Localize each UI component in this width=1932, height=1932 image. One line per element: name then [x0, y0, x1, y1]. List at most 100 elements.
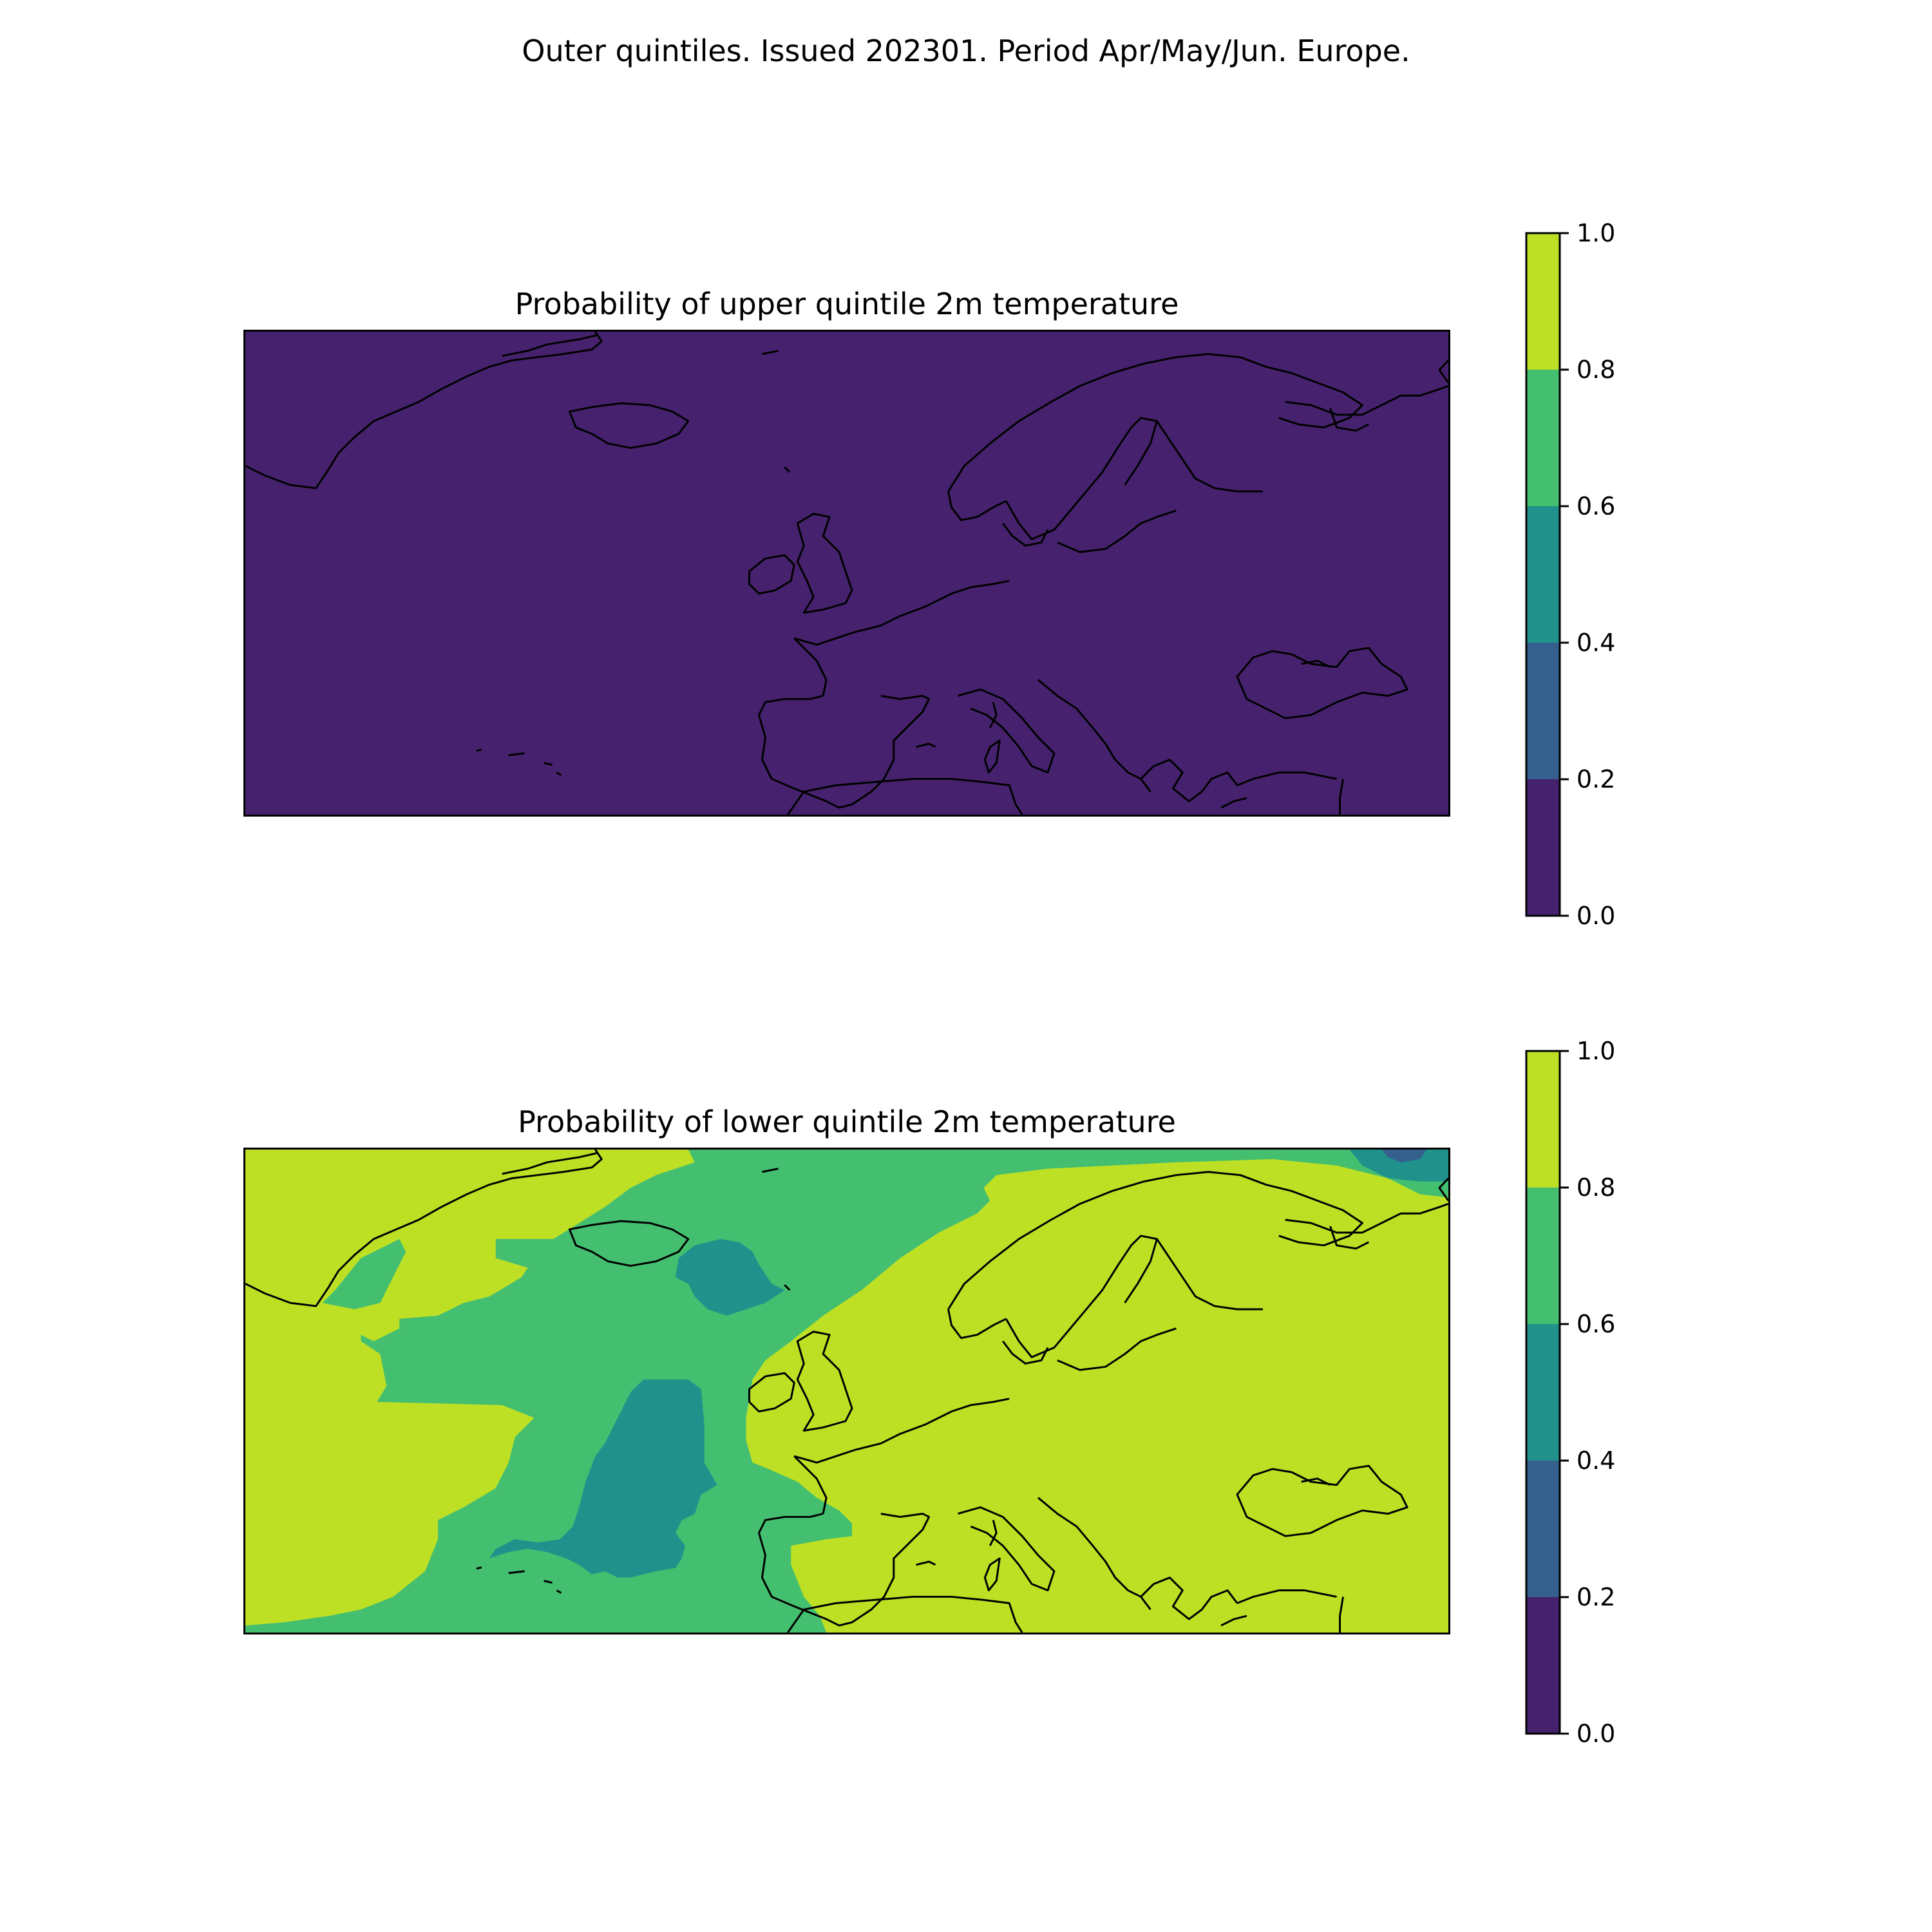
france-west-coast: [793, 638, 828, 696]
lower-panel-title: Probability of lower quintile 2m tempera…: [518, 1104, 1176, 1139]
baltic-south-coast: [1057, 1327, 1177, 1371]
upper-cbar-level-0.0-0.2: [1526, 779, 1560, 916]
lower-cbar-tick-label: 0.8: [1577, 1173, 1615, 1202]
upper-cbar-frame: [1525, 232, 1561, 917]
upper-quintile-map: [243, 330, 1450, 817]
crimea: [1301, 659, 1331, 668]
scandinavia-coast: [947, 353, 1363, 492]
sweden-east-coast: [1005, 417, 1158, 540]
upper-cbar-tick-label: 0.2: [1577, 765, 1615, 793]
denmark: [1002, 1340, 1049, 1365]
white-sea: [1329, 1226, 1370, 1250]
iceland-coast: [568, 402, 690, 450]
upper-cbar-tick-label: 0.4: [1577, 629, 1615, 657]
lower-cbar-level-0.6-0.8: [1526, 1188, 1560, 1324]
norway-south-coast: [947, 491, 1007, 522]
lower-field-0.4-0.6-mid-atlantic: [489, 1379, 717, 1578]
lower-cbar-tick-label: 1.0: [1577, 1037, 1615, 1065]
denmark: [1002, 522, 1049, 547]
lower-cbar-tick-label: 0.2: [1577, 1583, 1615, 1611]
turkey-coast: [1236, 1589, 1337, 1604]
north-africa-coast: [787, 777, 1023, 815]
lower-field-0.6-0.8: [245, 1150, 1448, 1633]
upper-colorbar: 1.0 0.8 0.6 0.4 0.2 0.0: [1525, 219, 1615, 930]
italy: [958, 688, 1056, 774]
upper-cbar-tick-label: 0.8: [1577, 355, 1615, 384]
greenland-coast-top: [502, 1151, 599, 1175]
balkans-adriatic: [1037, 1497, 1151, 1611]
turkey-coast: [1236, 772, 1337, 786]
ireland: [748, 554, 795, 595]
kola-coast: [1285, 1202, 1448, 1234]
ne-edge-coast: [1438, 1177, 1448, 1202]
balearic: [916, 1560, 936, 1566]
greece-aegean: [1140, 759, 1238, 802]
lower-cbar-level-0.2-0.4: [1526, 1461, 1560, 1597]
finland-coast: [1156, 421, 1263, 493]
lower-field-0.2-0.4: [1381, 1150, 1427, 1162]
france-biscay-coast: [793, 580, 1010, 646]
norway-south-coast: [947, 1309, 1007, 1340]
france-biscay-coast: [793, 1397, 1010, 1464]
lower-colorbar: 1.0 0.8 0.6 0.4 0.2 0.0: [1525, 1037, 1615, 1748]
great-britain: [796, 513, 853, 614]
upper-cbar-tick-label: 0.6: [1577, 492, 1615, 520]
east-med: [1339, 1596, 1344, 1633]
lower-field-0.4-0.6: [1349, 1150, 1448, 1182]
upper-cbar-level-0.2-0.4: [1526, 643, 1560, 779]
iberia-coast: [757, 1512, 931, 1627]
lower-field-0.6-0.8-sliver: [706, 1590, 712, 1611]
corsica-sardinia: [983, 1520, 1001, 1592]
faroe: [784, 466, 791, 473]
svalbard-fragment: [762, 350, 779, 355]
lower-cbar-tick-label: 0.4: [1577, 1446, 1615, 1475]
great-britain: [796, 1331, 853, 1432]
kola-coast: [1285, 384, 1448, 416]
north-africa-coast: [787, 1595, 1023, 1633]
iceland-coast: [568, 1220, 690, 1267]
baltic-south-coast: [1057, 509, 1177, 553]
lower-cbar-tick-label: 0.6: [1577, 1310, 1615, 1338]
svalbard-fragment: [762, 1168, 779, 1173]
figure-suptitle: Outer quintiles. Issued 202301. Period A…: [522, 33, 1410, 68]
france-west-coast: [793, 1455, 828, 1514]
upper-cbar-level-0.8-1.0: [1526, 233, 1560, 370]
italy: [958, 1506, 1056, 1592]
lower-quintile-map: [243, 1148, 1450, 1634]
sweden-east-coast: [1005, 1235, 1158, 1358]
balkans-adriatic: [1037, 679, 1151, 793]
lower-cbar-level-0.0-0.2: [1526, 1597, 1560, 1734]
lower-cbar-level-0.4-0.6: [1526, 1324, 1560, 1461]
upper-cbar-tick-label: 1.0: [1577, 219, 1615, 247]
upper-coastlines: [245, 332, 1448, 815]
lower-field-0.4-0.6-ne-iceland: [675, 1238, 785, 1316]
lower-cbar-tick-label: 0.0: [1577, 1719, 1615, 1748]
upper-cbar-level-0.6-0.8: [1526, 370, 1560, 506]
balearic: [916, 743, 936, 748]
upper-cbar-level-0.4-0.6: [1526, 506, 1560, 643]
levant-fragment: [1220, 1615, 1247, 1627]
black-sea: [1236, 647, 1408, 719]
lower-map-svg: [245, 1150, 1448, 1633]
upper-panel-title: Probability of upper quintile 2m tempera…: [515, 287, 1179, 321]
azores: [476, 748, 562, 776]
azores: [476, 1566, 562, 1594]
upper-cbar-tick-label: 0.0: [1577, 902, 1615, 930]
greenland-coast: [245, 332, 603, 489]
ne-edge-coast: [1438, 359, 1448, 384]
levant-fragment: [1220, 797, 1247, 809]
black-sea: [1236, 1464, 1408, 1537]
lower-cbar-frame: [1525, 1050, 1561, 1735]
faroe: [784, 1284, 791, 1291]
scandinavia-coast: [947, 1171, 1363, 1310]
east-med: [1339, 779, 1344, 815]
lower-field-0.4-0.6-west-greenland: [322, 1238, 406, 1310]
crimea: [1301, 1477, 1331, 1486]
lower-cbar-ticks: [1560, 1050, 1569, 1735]
iberia-coast: [757, 694, 931, 809]
finland-coast: [1156, 1238, 1263, 1311]
white-sea: [1329, 408, 1370, 432]
upper-map-svg: [245, 332, 1448, 815]
corsica-sardinia: [983, 702, 1001, 774]
